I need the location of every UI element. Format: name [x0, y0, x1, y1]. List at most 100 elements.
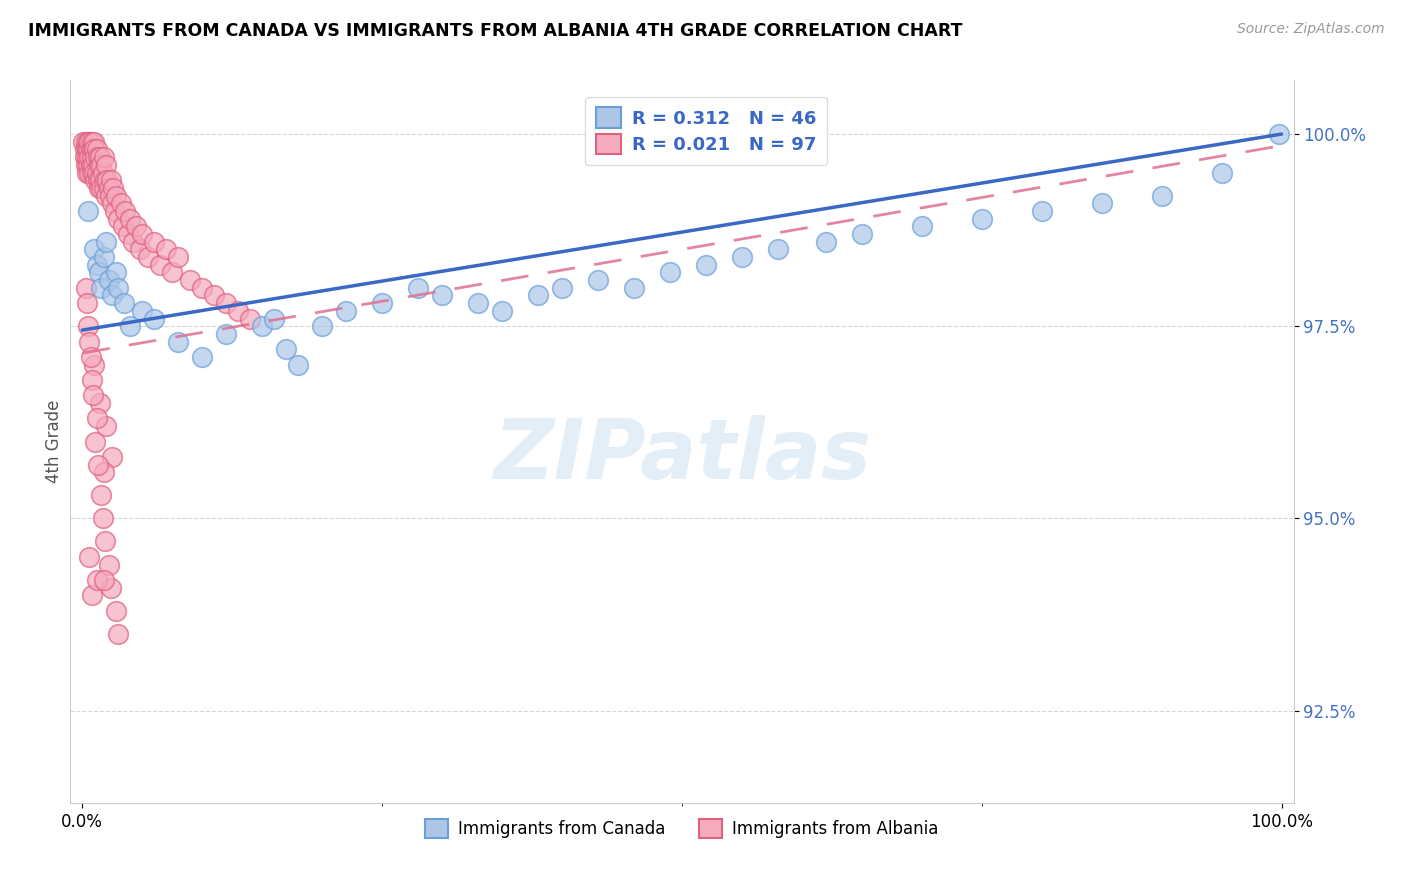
Point — [114, 203, 136, 218]
Point — [250, 319, 273, 334]
Point — [79, 135, 101, 149]
Point — [143, 311, 166, 326]
Point — [83, 165, 105, 179]
Point — [104, 188, 127, 202]
Point — [80, 165, 103, 179]
Point — [80, 135, 103, 149]
Point — [79, 158, 101, 172]
Point — [73, 143, 96, 157]
Point — [695, 258, 717, 272]
Point — [107, 626, 129, 640]
Point — [131, 227, 153, 241]
Point — [96, 158, 118, 172]
Point — [96, 188, 118, 202]
Point — [101, 288, 124, 302]
Point — [110, 196, 132, 211]
Point — [87, 158, 110, 172]
Point — [76, 143, 98, 157]
Point — [121, 235, 143, 249]
Point — [93, 150, 115, 164]
Point — [98, 188, 121, 202]
Point — [76, 165, 98, 179]
Point — [970, 211, 993, 226]
Point — [90, 488, 112, 502]
Point — [851, 227, 873, 241]
Point — [731, 250, 754, 264]
Point — [82, 388, 104, 402]
Point — [77, 203, 100, 218]
Point — [86, 573, 108, 587]
Legend: Immigrants from Canada, Immigrants from Albania: Immigrants from Canada, Immigrants from … — [419, 813, 945, 845]
Point — [112, 219, 135, 234]
Point — [91, 165, 114, 179]
Point — [120, 211, 142, 226]
Point — [311, 319, 333, 334]
Point — [76, 150, 98, 164]
Point — [75, 135, 97, 149]
Point — [128, 243, 150, 257]
Point — [125, 219, 148, 234]
Point — [94, 534, 117, 549]
Point — [80, 373, 103, 387]
Y-axis label: 4th Grade: 4th Grade — [45, 400, 63, 483]
Point — [77, 143, 100, 157]
Point — [136, 250, 159, 264]
Point — [86, 411, 108, 425]
Point — [91, 511, 114, 525]
Point — [112, 296, 135, 310]
Point — [83, 243, 105, 257]
Point — [79, 350, 101, 364]
Point — [1150, 188, 1173, 202]
Point — [79, 150, 101, 164]
Point — [86, 258, 108, 272]
Point — [82, 158, 104, 172]
Point — [75, 158, 97, 172]
Point — [527, 288, 550, 302]
Point — [90, 281, 112, 295]
Point — [94, 173, 117, 187]
Point — [73, 150, 96, 164]
Point — [79, 143, 101, 157]
Point — [84, 434, 107, 449]
Point — [97, 181, 120, 195]
Point — [87, 181, 110, 195]
Point — [93, 250, 115, 264]
Point — [86, 165, 108, 179]
Point — [93, 465, 115, 479]
Point — [215, 296, 238, 310]
Point — [814, 235, 837, 249]
Point — [84, 150, 107, 164]
Point — [1211, 165, 1233, 179]
Point — [93, 181, 115, 195]
Point — [79, 334, 101, 349]
Point — [911, 219, 934, 234]
Point — [100, 581, 122, 595]
Point — [191, 350, 214, 364]
Point — [82, 143, 104, 157]
Point — [87, 173, 110, 187]
Point — [83, 135, 105, 149]
Point — [90, 181, 112, 195]
Point — [155, 243, 177, 257]
Point — [551, 281, 574, 295]
Point — [107, 211, 129, 226]
Point — [87, 458, 110, 472]
Text: ZIPatlas: ZIPatlas — [494, 416, 870, 497]
Point — [72, 135, 94, 149]
Point — [658, 265, 681, 279]
Point — [97, 558, 120, 572]
Point — [766, 243, 789, 257]
Point — [467, 296, 489, 310]
Point — [107, 281, 129, 295]
Point — [100, 173, 122, 187]
Point — [167, 334, 190, 349]
Point — [96, 173, 118, 187]
Point — [491, 304, 513, 318]
Point — [263, 311, 285, 326]
Text: IMMIGRANTS FROM CANADA VS IMMIGRANTS FROM ALBANIA 4TH GRADE CORRELATION CHART: IMMIGRANTS FROM CANADA VS IMMIGRANTS FRO… — [28, 22, 963, 40]
Point — [89, 396, 111, 410]
Point — [89, 150, 111, 164]
Point — [77, 158, 100, 172]
Point — [101, 196, 124, 211]
Point — [143, 235, 166, 249]
